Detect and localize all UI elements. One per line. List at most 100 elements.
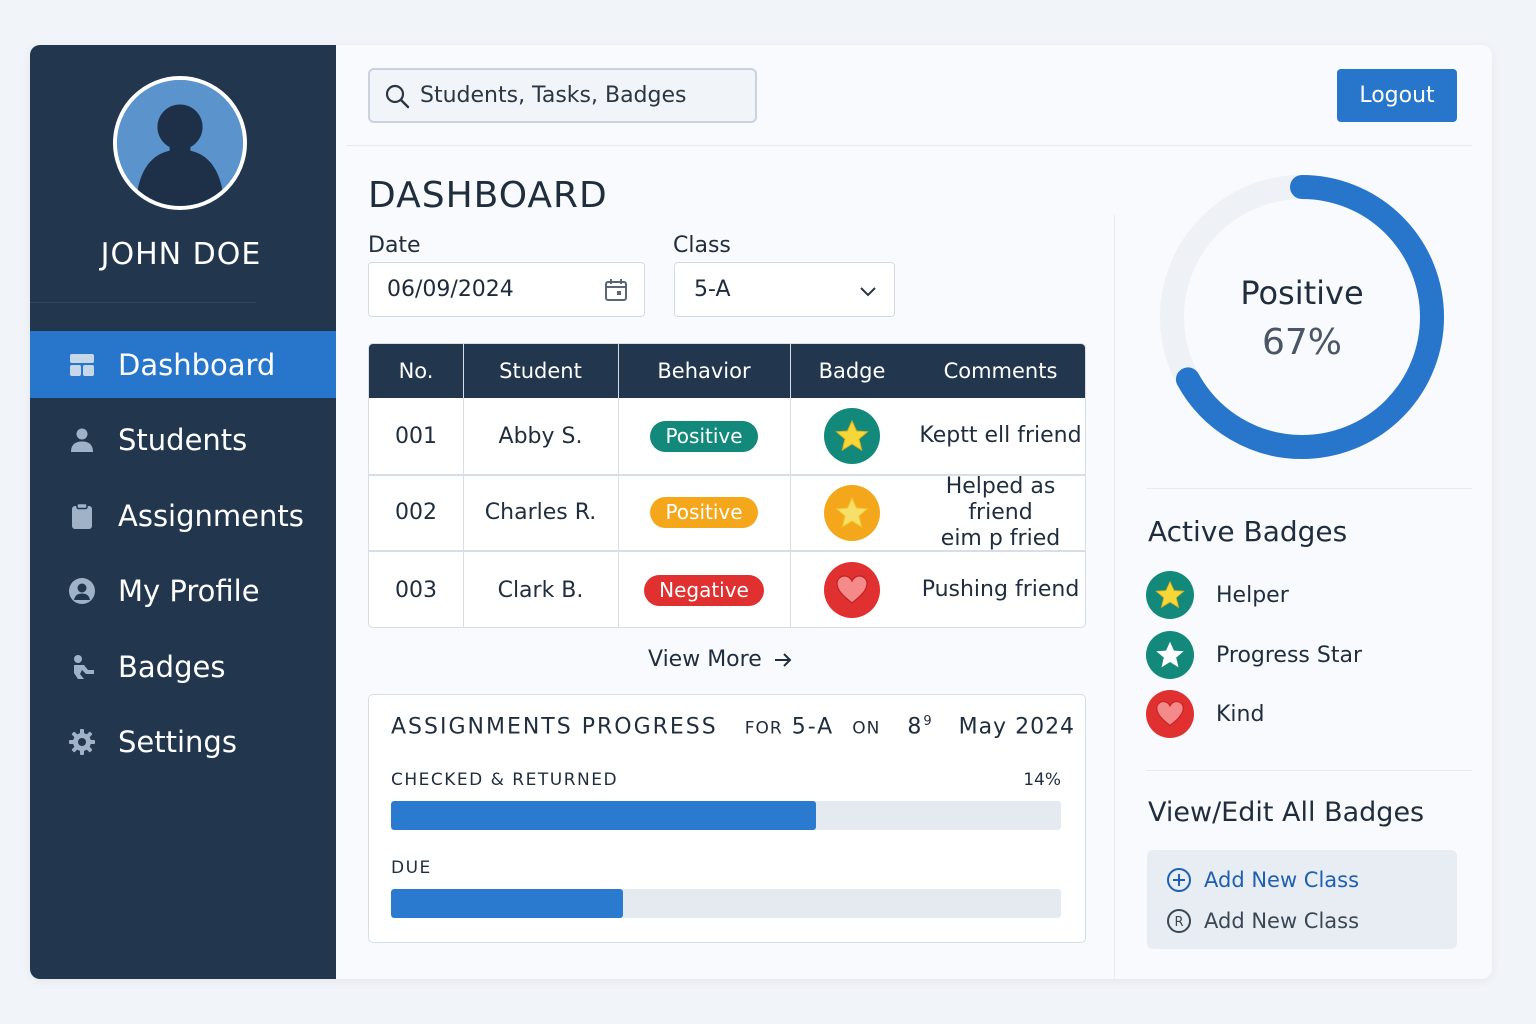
class-value: 5-A (694, 277, 731, 302)
class-select[interactable]: 5-A (674, 262, 895, 317)
column-divider (1114, 215, 1115, 979)
avatar[interactable] (113, 76, 247, 210)
date-label: Date (368, 233, 421, 258)
app-window: JOHN DOE Dashboard Students Assignments (30, 45, 1492, 979)
star-badge-icon (824, 408, 880, 464)
class-actions-box: Add New Class R Add New Class (1147, 850, 1457, 949)
table-header: No. Student Behavior Badge Comments (369, 344, 1085, 398)
column-header-student: Student (499, 359, 582, 383)
chevron-down-icon (860, 287, 876, 297)
active-badge-label: Progress Star (1216, 642, 1362, 668)
date-value: 06/09/2024 (387, 277, 514, 302)
behavior-table: No. Student Behavior Badge Comments 001 … (368, 343, 1086, 628)
progress-for-label: FOR (744, 718, 783, 739)
assignments-progress-title: ASSIGNMENTS PROGRESS FOR 5-A ON 89 May 2… (391, 714, 1075, 739)
sidebar-nav: Dashboard Students Assignments My Profil… (30, 331, 336, 784)
registered-circle-icon: R (1167, 909, 1191, 933)
positive-donut-chart (1160, 175, 1444, 459)
add-new-class-button[interactable]: R Add New Class (1166, 908, 1359, 934)
date-input[interactable]: 06/09/2024 (368, 262, 645, 317)
heart-badge-icon (1146, 690, 1194, 738)
star-badge-icon (1146, 631, 1194, 679)
right-divider (1146, 488, 1472, 489)
behavior-pill: Positive (650, 497, 758, 528)
gear-icon (67, 727, 97, 757)
view-more-label: View More (648, 647, 762, 672)
column-divider (463, 344, 464, 627)
plus-circle-icon (1167, 868, 1191, 892)
star-badge-icon (824, 484, 880, 541)
cell-comment: Pushing friend (921, 577, 1080, 602)
sidebar-item-badges[interactable]: Badges (30, 633, 336, 700)
search-bar[interactable] (368, 68, 757, 123)
donut-value: 67% (1261, 322, 1342, 363)
sidebar-item-my-profile[interactable]: My Profile (30, 558, 336, 625)
active-badge-item[interactable]: Helper (1146, 570, 1289, 620)
progress-on-label: ON (852, 718, 881, 739)
sidebar-item-students[interactable]: Students (30, 407, 336, 474)
cell-behavior: Positive (618, 475, 790, 550)
active-badge-label: Kind (1216, 701, 1265, 727)
cell-student: Charles R. (484, 500, 597, 525)
checked-returned-label: CHECKED & RETURNED (391, 770, 619, 790)
sidebar-item-label: My Profile (118, 574, 260, 608)
row-divider (369, 474, 1085, 476)
cell-badge (790, 398, 914, 474)
column-header-badge: Badge (818, 359, 886, 383)
heart-badge-icon (824, 562, 880, 618)
add-new-class-label: Add New Class (1204, 909, 1360, 933)
sidebar: JOHN DOE Dashboard Students Assignments (30, 45, 336, 979)
sidebar-item-settings[interactable]: Settings (30, 709, 336, 776)
sidebar-item-label: Dashboard (118, 347, 276, 382)
active-badge-item[interactable]: Progress Star (1146, 630, 1362, 680)
behavior-pill: Positive (650, 420, 758, 452)
cell-behavior: Negative (618, 551, 790, 627)
page-title: DASHBOARD (368, 175, 608, 216)
user-silhouette-icon (117, 80, 243, 206)
header-divider (346, 145, 1472, 146)
comment-line: eim p fried (940, 525, 1061, 551)
add-new-class-label: Add New Class (1204, 868, 1360, 892)
view-edit-badges-link[interactable]: View/Edit All Badges (1148, 797, 1425, 828)
user-icon (67, 425, 97, 455)
cell-behavior: Positive (618, 398, 790, 474)
column-divider (790, 344, 791, 627)
search-icon (385, 84, 410, 108)
arrow-right-icon (774, 652, 792, 667)
logout-button[interactable]: Logout (1337, 69, 1457, 122)
assignments-progress-card: ASSIGNMENTS PROGRESS FOR 5-A ON 89 May 2… (368, 694, 1086, 943)
dashboard-icon (67, 350, 97, 380)
column-header-no: No. (398, 359, 434, 383)
add-new-class-button[interactable]: Add New Class (1166, 867, 1359, 893)
sidebar-item-dashboard[interactable]: Dashboard (30, 331, 336, 398)
cell-comment: Keptt ell friend (919, 423, 1082, 448)
active-badge-item[interactable]: Kind (1146, 689, 1264, 739)
sidebar-item-label: Assignments (118, 498, 304, 533)
progress-day: 8 (907, 714, 924, 740)
cell-badge (790, 551, 914, 627)
cell-no: 003 (395, 577, 437, 603)
sidebar-item-label: Settings (118, 725, 237, 759)
right-divider (1146, 770, 1472, 771)
active-badges-title: Active Badges (1148, 515, 1348, 548)
search-input[interactable] (420, 83, 740, 108)
progress-month-year: May 2024 (958, 714, 1076, 740)
star-badge-icon (1146, 571, 1194, 619)
column-divider (618, 344, 619, 627)
class-label: Class (673, 233, 731, 258)
row-divider (369, 550, 1085, 552)
checked-returned-bar-fill (391, 801, 817, 830)
sidebar-item-label: Students (118, 423, 248, 457)
cell-no: 002 (395, 500, 437, 525)
progress-class: 5-A (791, 714, 835, 740)
cell-student: Clark B. (497, 577, 584, 603)
column-header-behavior: Behavior (657, 359, 751, 383)
donut-arc (1160, 175, 1444, 459)
sidebar-item-label: Badges (118, 649, 226, 684)
view-more-link[interactable]: View More (648, 647, 794, 672)
due-bar-fill (391, 889, 624, 918)
behavior-pill: Negative (644, 574, 764, 606)
due-bar (391, 889, 1061, 918)
calendar-icon[interactable] (603, 277, 629, 303)
sidebar-item-assignments[interactable]: Assignments (30, 482, 336, 549)
